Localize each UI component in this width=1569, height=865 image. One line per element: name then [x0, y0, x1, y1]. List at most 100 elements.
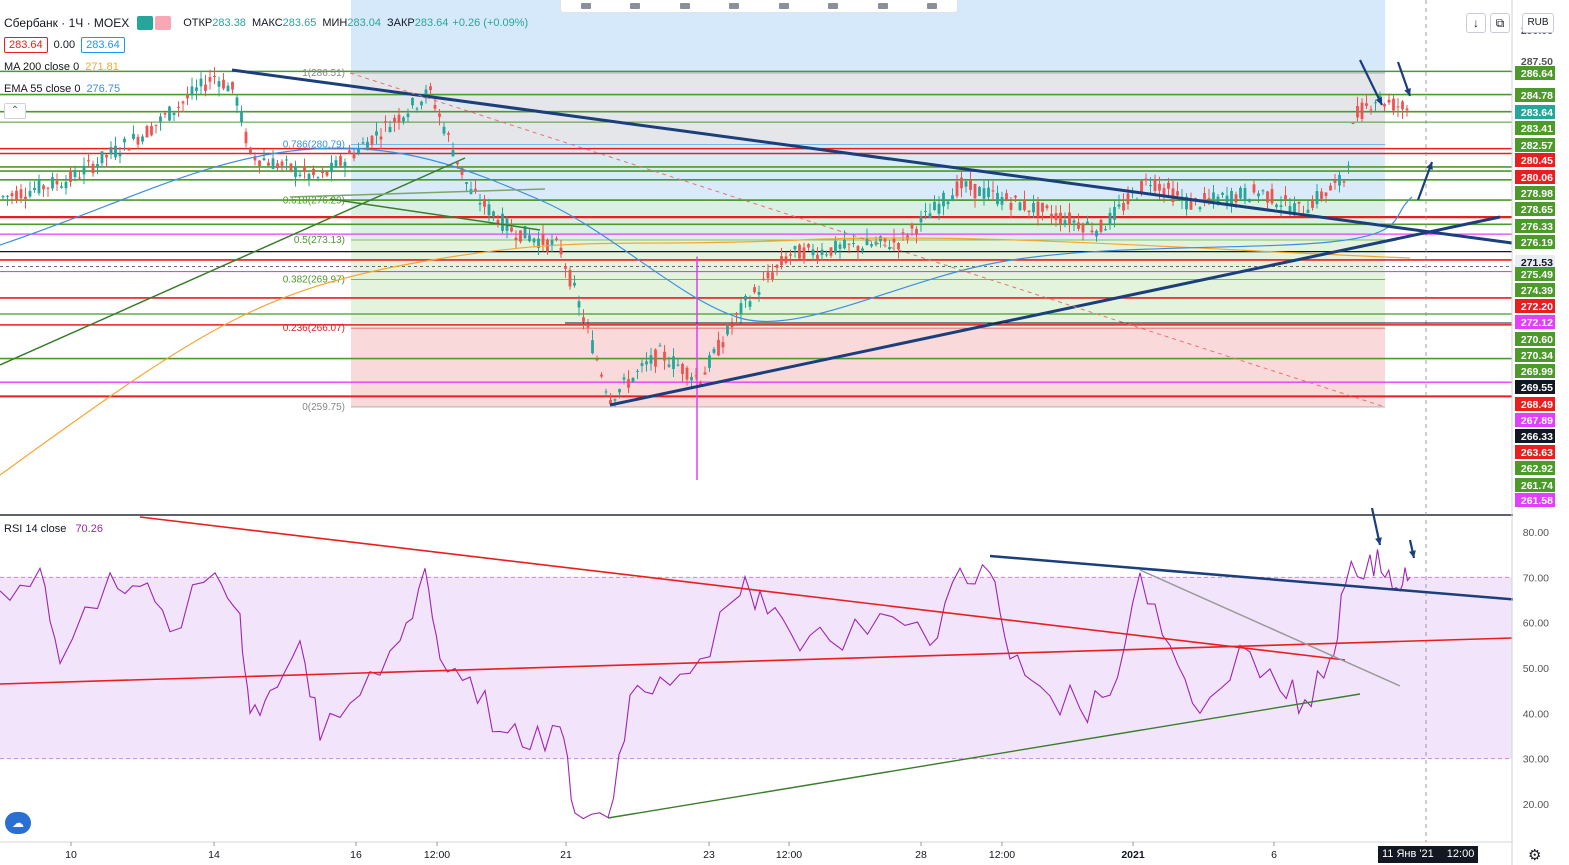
toolbar-icon[interactable]: [630, 3, 641, 9]
candle-body: [820, 249, 824, 256]
candle-body: [456, 162, 459, 165]
scroll-down-icon[interactable]: ↓: [1466, 13, 1486, 33]
candle-body: [982, 188, 986, 199]
candle-body: [550, 240, 554, 245]
chevron-up-icon[interactable]: ⌃: [4, 103, 26, 119]
candle-body: [946, 201, 950, 205]
rsi-legend[interactable]: RSI 14 close 70.26: [4, 523, 103, 535]
candle-body: [1374, 102, 1377, 104]
candle-body: [924, 210, 927, 212]
candle-body: [834, 240, 837, 253]
candle-body: [789, 254, 792, 256]
candle-body: [1351, 123, 1355, 125]
candle-body: [532, 238, 536, 243]
currency-button[interactable]: RUB: [1522, 13, 1554, 33]
candle-body: [933, 201, 936, 211]
candle-body: [672, 356, 675, 370]
candle-body: [190, 86, 194, 96]
candle-body: [1383, 104, 1386, 107]
compare-icon[interactable]: [155, 16, 172, 30]
candle-body: [573, 282, 576, 286]
toolbar-icon[interactable]: [729, 3, 740, 9]
candle-body: [1239, 187, 1242, 199]
toolbar-icon[interactable]: [927, 3, 938, 9]
candle-body: [132, 133, 135, 139]
candle-body: [501, 213, 504, 231]
trend-line-support: [609, 215, 1501, 407]
candle-body: [960, 177, 963, 189]
price-tag-bg: [1515, 255, 1555, 269]
rsi-axis-label: 80.00: [1523, 527, 1549, 539]
ask-box[interactable]: 283.64: [81, 37, 125, 53]
price-tag: 284.78: [1521, 90, 1553, 102]
ma200-value: 271.81: [85, 61, 119, 73]
candle-body: [1068, 212, 1071, 225]
ema55-line: [0, 147, 1413, 323]
candle-body: [492, 211, 495, 217]
candle-body: [600, 374, 603, 377]
price-tag-bg: [1515, 88, 1555, 102]
candle-body: [1126, 193, 1130, 205]
fib-level-label: 0(259.75): [302, 402, 345, 413]
candle-body: [487, 204, 491, 216]
ohlc-values: ОТКР283.38 МАКС283.65 МИН283.04 ЗАКР283.64: [177, 17, 448, 29]
candle-body: [951, 195, 954, 202]
candle-body: [478, 203, 482, 205]
symbol-title[interactable]: Сбербанк · 1Ч · MOEX: [4, 16, 130, 30]
toolbar-icon[interactable]: [828, 3, 839, 9]
candle-body: [627, 379, 630, 388]
candle-body: [910, 223, 914, 229]
price-tag-bg: [1515, 380, 1555, 394]
candle-body: [136, 136, 140, 145]
symbol-row: Сбербанк · 1Ч · MOEX ОТКР283.38 МАКС283.6…: [4, 12, 528, 34]
candle-body: [730, 325, 734, 328]
candle-body: [528, 235, 531, 242]
candle-body: [1095, 230, 1098, 237]
candle-body: [901, 232, 905, 234]
tradingview-cloud-icon[interactable]: ☁: [5, 812, 31, 834]
ma200-row[interactable]: MA 200 close 0 271.81: [4, 56, 528, 78]
candle-body: [847, 243, 851, 245]
toolbar-icon[interactable]: [580, 3, 591, 9]
rsi-trend-line-green: [607, 693, 1361, 819]
maximize-icon[interactable]: ⧉: [1490, 13, 1510, 33]
fib-level-label: 0.618(276.29): [283, 196, 345, 207]
candle-body: [645, 361, 648, 365]
candle-body: [1113, 207, 1116, 220]
candle-body: [384, 121, 387, 123]
candle-body: [222, 79, 225, 89]
candle-body: [406, 113, 410, 118]
toolbar-icon[interactable]: [679, 3, 690, 9]
settings-icon[interactable]: ⚙: [1528, 847, 1542, 864]
time-label: 12:00: [989, 849, 1015, 861]
candle-body: [1176, 191, 1179, 196]
rsi-trend-line-red: [0, 637, 1513, 685]
candle-body: [280, 161, 284, 166]
rsi-axis-label: 40.00: [1523, 708, 1549, 720]
candle-body: [1036, 201, 1040, 217]
candle-body: [294, 166, 297, 177]
candle-body: [204, 84, 207, 91]
ohlc-value: 283.65: [282, 17, 317, 29]
candle-body: [316, 177, 320, 179]
toolbar-icon[interactable]: [877, 3, 888, 9]
candle-body: [1360, 102, 1364, 119]
candle-body: [1369, 109, 1373, 111]
candle-body: [775, 264, 779, 268]
candle-body: [1338, 175, 1341, 186]
candle-body: [105, 154, 108, 158]
candle-body: [712, 349, 716, 353]
rsi-axis-label: 60.00: [1523, 618, 1549, 630]
candle-body: [6, 195, 9, 197]
price-tag-bg: [1515, 332, 1555, 346]
drawing-toolbar[interactable]: [560, 0, 958, 13]
candle-body: [829, 247, 833, 256]
ema55-row[interactable]: EMA 55 close 0 276.75: [4, 78, 528, 100]
candle-body: [1198, 207, 1202, 210]
bid-box[interactable]: 283.64: [4, 37, 48, 53]
rsi-axis-label: 20.00: [1523, 799, 1549, 811]
candle-body: [1365, 103, 1368, 106]
candle-body: [1104, 229, 1107, 231]
time-label: 2021: [1121, 849, 1145, 861]
toolbar-icon[interactable]: [778, 3, 789, 9]
